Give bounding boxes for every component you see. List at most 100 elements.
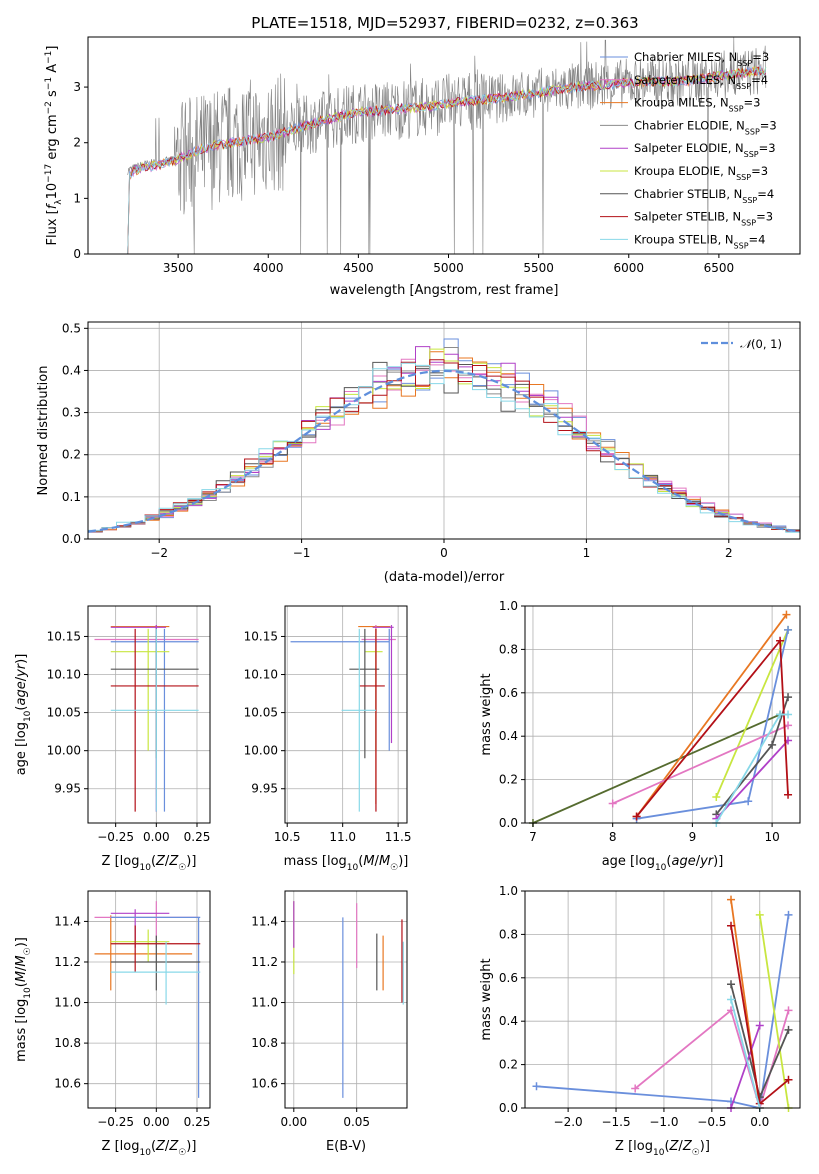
y-tick-label: 0.5 <box>62 321 81 335</box>
legend-value: =3 <box>751 164 768 178</box>
data-point <box>110 628 199 812</box>
series-marker <box>631 1084 640 1093</box>
data-point <box>372 625 394 744</box>
y-tick-label: 0.8 <box>499 642 518 656</box>
model-spectrum <box>127 66 767 255</box>
series-marker <box>784 1025 793 1034</box>
data-point <box>94 915 193 991</box>
legend-text: Salpeter MILES, N <box>634 73 736 87</box>
axes-frame <box>524 890 801 1109</box>
y-tick-label: 0.4 <box>62 363 81 377</box>
label-part: 10 <box>23 710 33 722</box>
x-tick-label: 8 <box>609 830 617 844</box>
series-marker <box>784 710 793 719</box>
series-marker <box>755 1021 764 1030</box>
x-tick-label: −0.25 <box>97 1115 134 1129</box>
legend-value: =4 <box>749 232 766 246</box>
series-line <box>635 614 788 818</box>
label-part: −2 <box>44 101 54 114</box>
label-part: M <box>379 854 390 869</box>
label-part: Z [log <box>102 1139 140 1154</box>
x-tick-label: −2.0 <box>554 1115 583 1129</box>
y-tick-label: 10.15 <box>47 629 81 643</box>
x-tick-label: 0.00 <box>143 830 170 844</box>
label-part: ( <box>358 854 363 869</box>
y-tick-label: 11.4 <box>251 914 278 928</box>
legend-subscript: SSP <box>741 218 756 227</box>
x-tick-label: 1 <box>583 546 591 560</box>
axes-frame <box>87 890 211 1109</box>
label-part: mass [log <box>284 854 347 869</box>
x-tick-label: 6000 <box>613 261 644 275</box>
x-tick-label: −1 <box>293 546 311 560</box>
x-tick-label: 7 <box>529 830 537 844</box>
mass-weight-series <box>712 736 793 823</box>
y-tick-label: 10.15 <box>244 629 278 643</box>
label-part: ( <box>666 854 671 869</box>
x-tick-label: 0.00 <box>280 1115 307 1129</box>
data-point <box>110 941 201 1005</box>
y-tick-label: 10.6 <box>251 1077 278 1091</box>
y-axis-label: mass weight <box>479 673 494 755</box>
y-tick-label: 10.6 <box>54 1077 81 1091</box>
label-part: ☉ <box>178 863 186 873</box>
label-part: )] <box>186 1139 196 1154</box>
axes-frame <box>524 605 801 824</box>
y-tick-label: 0.2 <box>62 448 81 462</box>
legend-label: Kroupa ELODIE, NSSP=3 <box>634 164 768 182</box>
panel-mass-vs-EBV: 0.00 0.05 10.6 10.8 11.0 11.2 11.4 E(B-V) <box>251 890 408 1154</box>
y-tick-label: 2 <box>73 136 81 150</box>
data-point <box>94 625 199 812</box>
y-tick-label: 0.6 <box>499 971 518 985</box>
x-tick-label: −2 <box>150 546 168 560</box>
series-marker <box>727 995 736 1004</box>
series-line <box>715 629 789 798</box>
y-tick-label: 0 <box>73 247 81 261</box>
model-spectrum <box>127 65 767 255</box>
label-part: ☉ <box>178 1148 186 1158</box>
mass-weight-series <box>632 636 793 821</box>
y-tick-label: 0.0 <box>62 532 81 546</box>
data-point <box>110 925 201 973</box>
y-tick-label: 10.8 <box>251 1036 278 1050</box>
panel-age-vs-mass: 10.5 11.0 11.5 9.95 10.00 10.05 10.10 10.15 mass… <box>244 605 411 873</box>
label-part: erg cm <box>45 114 60 163</box>
legend-label: Salpeter STELIB, NSSP=3 <box>634 210 773 228</box>
label-part: M <box>14 971 29 982</box>
x-tick-label: 5000 <box>433 261 464 275</box>
label-part: mass [log <box>14 999 29 1062</box>
x-tick-label: 2 <box>725 546 733 560</box>
label-part: 10 <box>45 183 60 200</box>
label-part: Z <box>155 1139 166 1154</box>
residual-histogram <box>88 359 800 532</box>
legend-text: Chabrier STELIB, N <box>634 187 742 201</box>
legend-value: =3 <box>760 118 777 132</box>
y-tick-label: 10.00 <box>47 744 81 758</box>
label-part: / <box>165 854 170 869</box>
label-part: 10 <box>653 1148 665 1158</box>
y-tick-label: 11.2 <box>251 955 278 969</box>
y-tick-label: 0.4 <box>499 729 518 743</box>
label-part: Z [log <box>615 1139 653 1154</box>
series-marker <box>727 895 736 904</box>
x-tick-label: 4500 <box>343 261 374 275</box>
x-axis-label: (data-model)/error <box>384 570 505 585</box>
label-part: Flux [ <box>45 209 60 245</box>
label-part: Z <box>155 854 166 869</box>
label-part: / <box>678 1139 683 1154</box>
series-line <box>730 1025 761 1109</box>
data-point <box>110 935 201 991</box>
label-part: ☉ <box>23 947 33 955</box>
label-part: )] <box>186 854 196 869</box>
label-part: ( <box>151 1139 156 1154</box>
label-part: A <box>45 64 60 77</box>
legend-text: Kroupa ELODIE, N <box>634 164 736 178</box>
y-tick-label: 0.3 <box>62 406 81 420</box>
y-tick-label: 0.6 <box>499 686 518 700</box>
legend-value: =3 <box>744 96 761 110</box>
mass-weight-series <box>608 721 793 808</box>
y-tick-label: 10.05 <box>47 706 81 720</box>
y-tick-label: 0.2 <box>499 773 518 787</box>
